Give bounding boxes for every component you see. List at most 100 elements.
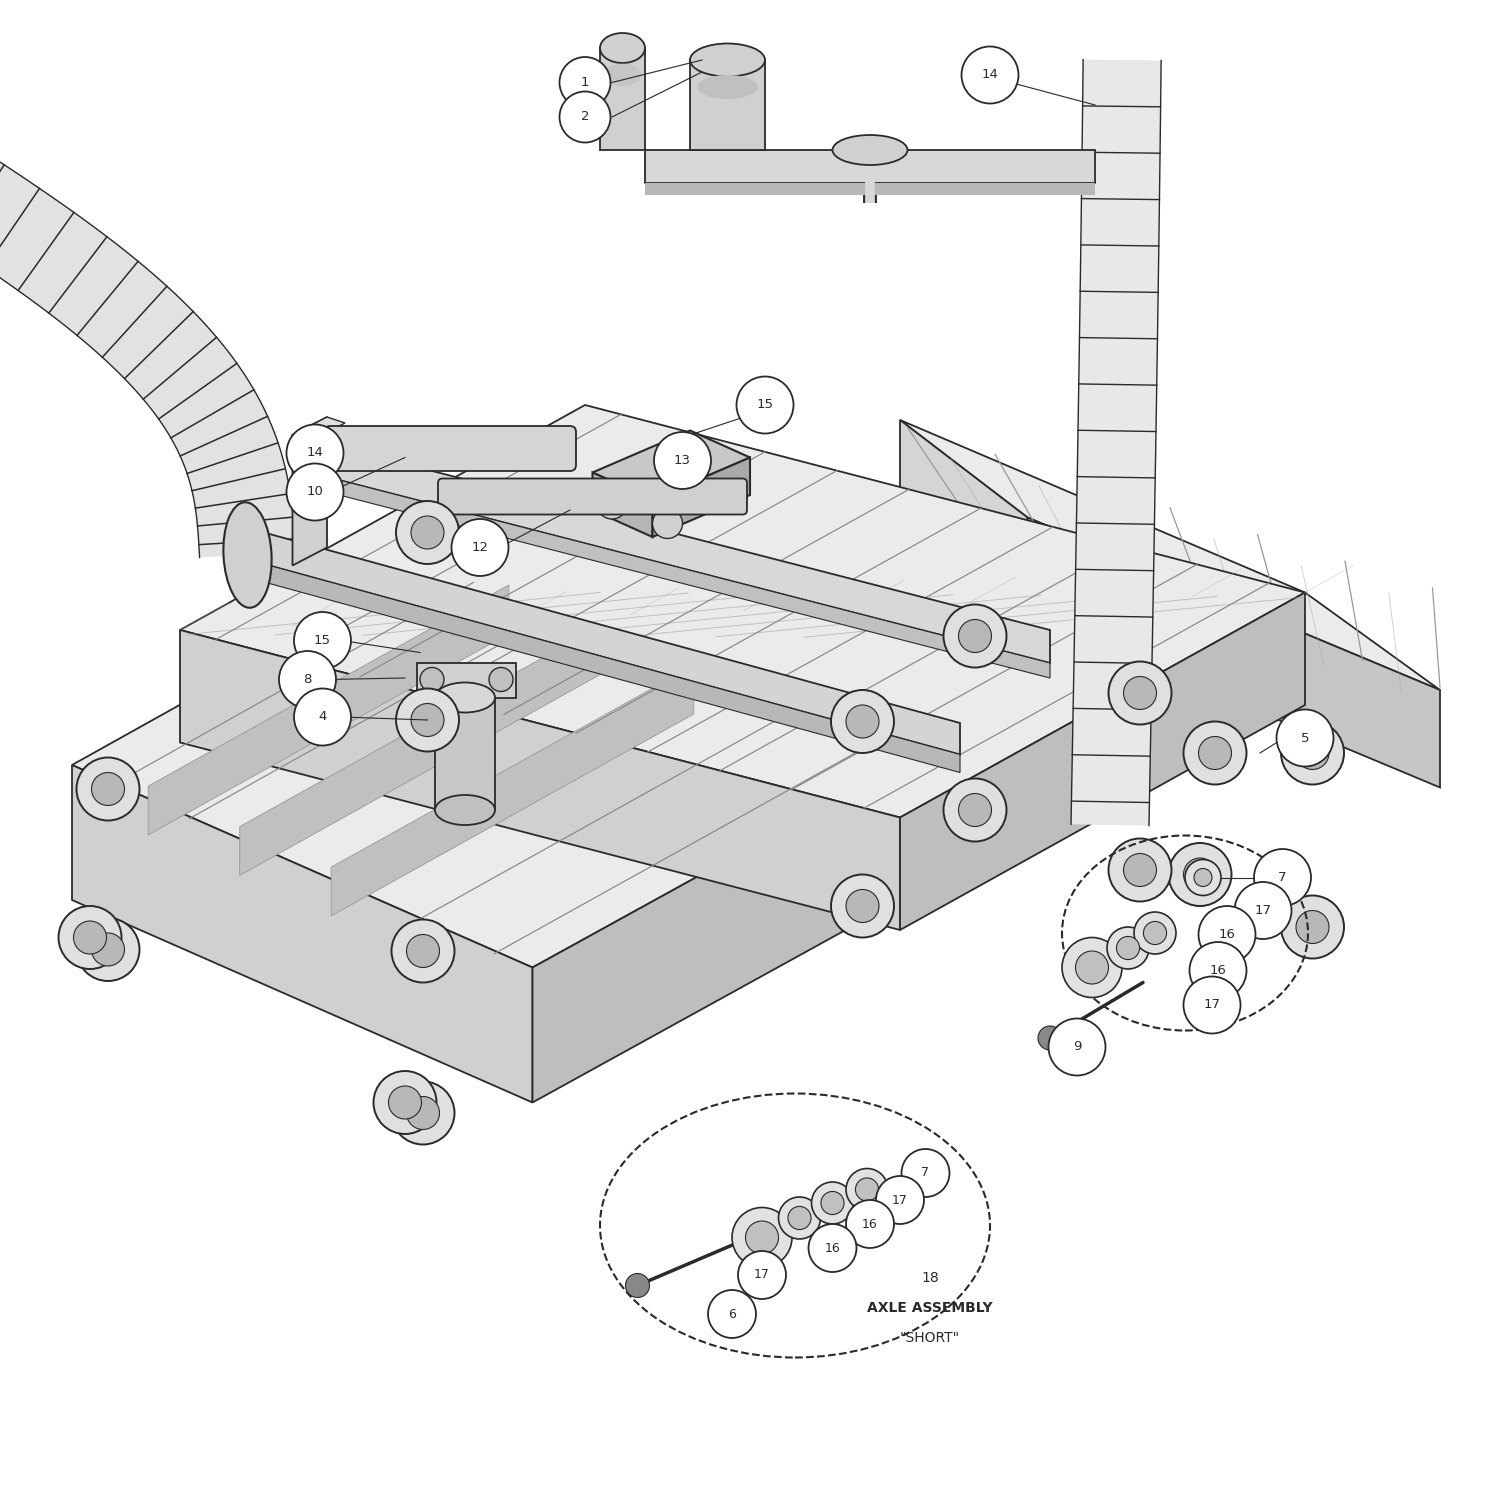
Circle shape — [597, 489, 627, 519]
Circle shape — [396, 688, 459, 752]
Polygon shape — [148, 585, 508, 836]
Circle shape — [1108, 662, 1172, 724]
Circle shape — [738, 1251, 786, 1299]
Circle shape — [1134, 912, 1176, 954]
Circle shape — [788, 1206, 812, 1230]
Text: 16: 16 — [1209, 964, 1227, 976]
Polygon shape — [180, 630, 900, 930]
Circle shape — [1076, 951, 1108, 984]
Circle shape — [876, 1176, 924, 1224]
Circle shape — [392, 920, 454, 982]
Text: 15: 15 — [756, 399, 774, 411]
Ellipse shape — [603, 63, 642, 86]
Ellipse shape — [435, 682, 495, 712]
Text: 16: 16 — [862, 1218, 877, 1230]
Polygon shape — [592, 430, 750, 500]
Text: 16: 16 — [1218, 928, 1236, 940]
Circle shape — [1190, 942, 1246, 999]
Circle shape — [808, 1224, 856, 1272]
Circle shape — [1234, 882, 1292, 939]
Circle shape — [812, 1182, 853, 1224]
Polygon shape — [1028, 518, 1440, 788]
Text: 1: 1 — [580, 76, 590, 88]
Circle shape — [846, 890, 879, 922]
Circle shape — [279, 651, 336, 708]
Circle shape — [732, 1208, 792, 1268]
Circle shape — [1184, 858, 1216, 891]
Circle shape — [1276, 710, 1334, 766]
Circle shape — [76, 918, 140, 981]
Polygon shape — [292, 435, 1050, 663]
Polygon shape — [292, 417, 327, 566]
Ellipse shape — [600, 33, 645, 63]
Polygon shape — [72, 765, 532, 1102]
Circle shape — [76, 758, 140, 820]
Circle shape — [1185, 859, 1221, 895]
Polygon shape — [332, 666, 693, 916]
Text: AXLE ASSEMBLY: AXLE ASSEMBLY — [867, 1300, 993, 1316]
Circle shape — [1143, 921, 1167, 945]
Circle shape — [1062, 938, 1122, 998]
Circle shape — [286, 424, 344, 482]
Polygon shape — [532, 765, 900, 1102]
Text: 16: 16 — [825, 1242, 840, 1254]
Circle shape — [1048, 1019, 1106, 1076]
Circle shape — [1124, 853, 1156, 886]
Circle shape — [286, 464, 344, 520]
Circle shape — [831, 690, 894, 753]
Circle shape — [1194, 868, 1212, 886]
Circle shape — [396, 501, 459, 564]
Text: 17: 17 — [892, 1194, 908, 1206]
Text: 17: 17 — [1254, 904, 1272, 916]
Circle shape — [1116, 936, 1140, 960]
Circle shape — [406, 934, 439, 968]
Circle shape — [489, 668, 513, 692]
Circle shape — [1168, 843, 1232, 906]
Circle shape — [1296, 910, 1329, 944]
Circle shape — [452, 519, 509, 576]
Circle shape — [652, 509, 682, 538]
Polygon shape — [900, 420, 1440, 690]
Polygon shape — [900, 592, 1305, 930]
Circle shape — [654, 432, 711, 489]
Circle shape — [374, 1071, 436, 1134]
Circle shape — [1184, 722, 1246, 784]
Circle shape — [626, 1274, 650, 1298]
Text: "SHORT": "SHORT" — [900, 1330, 960, 1346]
Polygon shape — [417, 663, 516, 698]
Text: 14: 14 — [306, 447, 324, 459]
Polygon shape — [240, 626, 602, 876]
Text: 7: 7 — [921, 1167, 930, 1179]
Polygon shape — [1071, 60, 1161, 825]
Circle shape — [1107, 927, 1149, 969]
Text: 17: 17 — [754, 1269, 770, 1281]
Circle shape — [944, 778, 1006, 842]
Circle shape — [962, 46, 1018, 104]
Circle shape — [560, 92, 610, 142]
Circle shape — [92, 933, 124, 966]
Circle shape — [821, 1191, 844, 1215]
Text: 7: 7 — [1278, 871, 1287, 883]
Polygon shape — [292, 417, 345, 441]
FancyBboxPatch shape — [438, 478, 747, 514]
Circle shape — [958, 794, 992, 826]
Text: 15: 15 — [314, 634, 332, 646]
Circle shape — [902, 1149, 950, 1197]
Circle shape — [1296, 736, 1329, 770]
Text: 14: 14 — [981, 69, 999, 81]
Circle shape — [411, 516, 444, 549]
Circle shape — [746, 1221, 778, 1254]
Circle shape — [846, 1200, 894, 1248]
Circle shape — [944, 604, 1006, 668]
Polygon shape — [645, 150, 1095, 183]
Text: 9: 9 — [1072, 1041, 1082, 1053]
Circle shape — [58, 906, 122, 969]
Circle shape — [1038, 1026, 1062, 1050]
Circle shape — [411, 704, 444, 736]
Circle shape — [406, 1096, 439, 1130]
Ellipse shape — [690, 44, 765, 76]
Text: 12: 12 — [471, 542, 489, 554]
Polygon shape — [248, 528, 960, 754]
Polygon shape — [690, 60, 765, 150]
Text: 18: 18 — [921, 1270, 939, 1286]
